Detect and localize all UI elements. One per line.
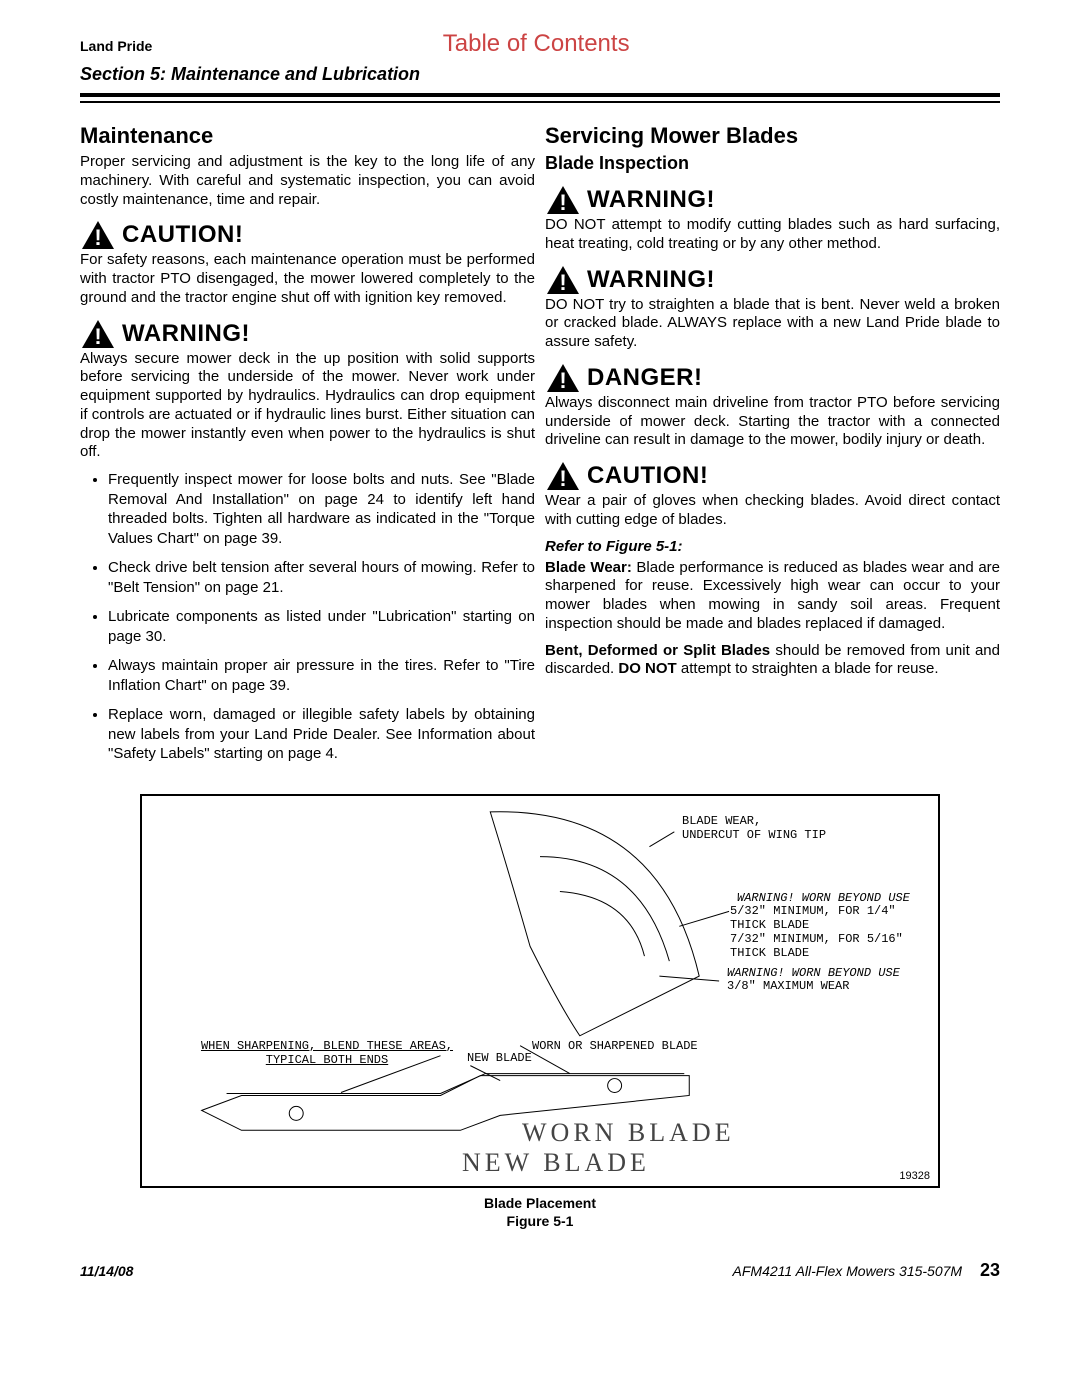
warning-block-2: ! WARNING! (545, 264, 1000, 296)
warning-label: WARNING! (587, 186, 715, 214)
brand-label: Land Pride (80, 38, 152, 54)
fig-label-sharpen: WHEN SHARPENING, BLEND THESE AREAS, TYPI… (197, 1039, 457, 1067)
caution-label: CAUTION! (122, 221, 243, 249)
warning-triangle-icon: ! (545, 460, 581, 492)
maintenance-intro: Proper servicing and adjustment is the k… (80, 153, 535, 209)
bent-lead: Bent, Deformed or Split Blades (545, 642, 770, 659)
danger-block: ! DANGER! (545, 362, 1000, 394)
fig-label-newblade-arrow: NEW BLADE (467, 1051, 532, 1065)
warning-label: WARNING! (122, 320, 250, 348)
warning-block-1: ! WARNING! (545, 184, 1000, 216)
header-rule (80, 93, 1000, 103)
list-item: Lubricate components as listed under "Lu… (108, 607, 535, 646)
caution-block: ! CAUTION! (80, 219, 535, 251)
caution-text: For safety reasons, each maintenance ope… (80, 251, 535, 307)
warning-triangle-icon: ! (80, 318, 116, 350)
fig-id: 19328 (899, 1170, 930, 1182)
warning-triangle-icon: ! (545, 362, 581, 394)
section-title: Section 5: Maintenance and Lubrication (80, 64, 1000, 85)
svg-text:!: ! (559, 270, 566, 295)
warning-triangle-icon: ! (80, 219, 116, 251)
footer-date: 11/14/08 (80, 1263, 133, 1279)
danger-label: DANGER! (587, 364, 703, 392)
fig-label-spec1: 5/32" MINIMUM, FOR 1/4" THICK BLADE 7/32… (730, 904, 938, 960)
list-item: Frequently inspect mower for loose bolts… (108, 470, 535, 548)
fig-big-new: NEW BLADE (462, 1148, 650, 1178)
page-footer: 11/14/08 AFM4211 All-Flex Mowers 315-507… (80, 1260, 1000, 1281)
refer-figure: Refer to Figure 5-1: (545, 538, 1000, 555)
warning2-text: DO NOT try to straighten a blade that is… (545, 296, 1000, 352)
footer-page-number: 23 (980, 1260, 1000, 1280)
caution-block-2: ! CAUTION! (545, 460, 1000, 492)
warning-block: ! WARNING! (80, 318, 535, 350)
fig-label-wornsharp: WORN OR SHARPENED BLADE (532, 1039, 698, 1053)
figure-caption: Blade Placement Figure 5-1 (80, 1194, 1000, 1230)
list-item: Replace worn, damaged or illegible safet… (108, 705, 535, 764)
fig-label-warn1: WARNING! WORN BEYOND USE (737, 891, 910, 905)
list-item: Check drive belt tension after several h… (108, 558, 535, 597)
list-item: Always maintain proper air pressure in t… (108, 656, 535, 695)
maintenance-bullets: Frequently inspect mower for loose bolts… (80, 470, 535, 764)
bent-bold: DO NOT (618, 660, 676, 677)
fig-big-worn: WORN BLADE (522, 1118, 735, 1148)
danger-text: Always disconnect main driveline from tr… (545, 394, 1000, 450)
heading-maintenance: Maintenance (80, 123, 535, 149)
warning-triangle-icon: ! (545, 184, 581, 216)
warning-label: WARNING! (587, 266, 715, 294)
svg-text:!: ! (559, 190, 566, 215)
fig-label-bladewear: BLADE WEAR, UNDERCUT OF WING TIP (682, 814, 826, 842)
fig-label-spec2: 3/8" MAXIMUM WEAR (727, 979, 849, 993)
caution-label: CAUTION! (587, 462, 708, 490)
bent-text-2: attempt to straighten a blade for reuse. (677, 660, 939, 677)
warning-text: Always secure mower deck in the up posit… (80, 350, 535, 463)
heading-blade-inspection: Blade Inspection (545, 153, 1000, 174)
warning1-text: DO NOT attempt to modify cutting blades … (545, 216, 1000, 254)
toc-link[interactable]: Table of Contents (152, 30, 920, 58)
blade-wear-lead: Blade Wear: (545, 559, 632, 576)
warning-triangle-icon: ! (545, 264, 581, 296)
blade-wear-para: Blade Wear: Blade performance is reduced… (545, 559, 1000, 634)
figure-5-1: BLADE WEAR, UNDERCUT OF WING TIP WARNING… (140, 794, 940, 1188)
heading-servicing: Servicing Mower Blades (545, 123, 1000, 149)
svg-text:!: ! (94, 324, 101, 349)
bent-blade-para: Bent, Deformed or Split Blades should be… (545, 642, 1000, 680)
svg-text:!: ! (94, 225, 101, 250)
caution2-text: Wear a pair of gloves when checking blad… (545, 492, 1000, 530)
svg-text:!: ! (559, 368, 566, 393)
fig-label-warn2: WARNING! WORN BEYOND USE (727, 966, 900, 980)
footer-doc: AFM4211 All-Flex Mowers 315-507M (733, 1263, 963, 1279)
svg-text:!: ! (559, 466, 566, 491)
